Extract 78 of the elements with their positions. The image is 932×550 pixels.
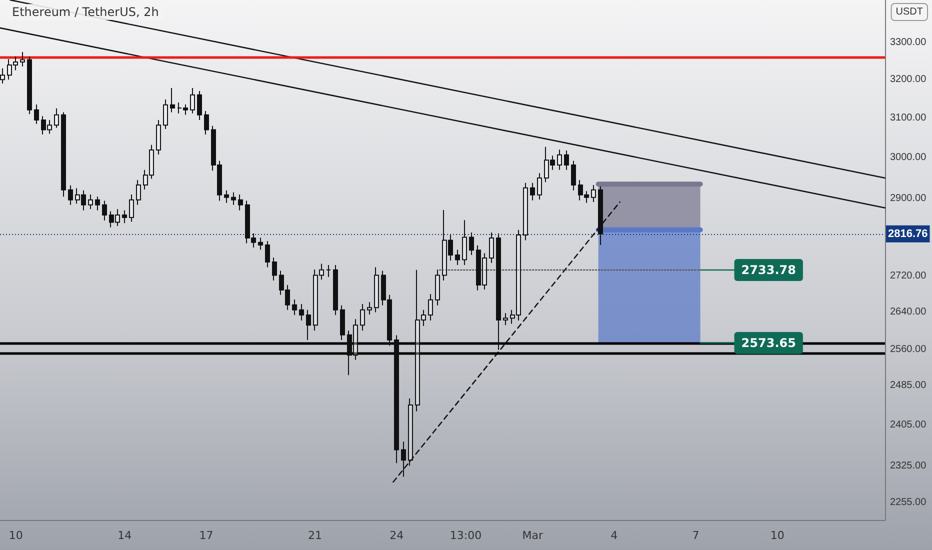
data-label: 2733.78 (741, 263, 796, 277)
ref-line-label: 2816.76 (888, 228, 928, 240)
candlestick (415, 269, 420, 412)
candlestick (523, 182, 528, 241)
candlestick (13, 56, 18, 71)
y-tick-label: 2900.00 (890, 193, 927, 204)
data-label: 2573.65 (741, 336, 796, 350)
x-tick-label: Mar (522, 529, 544, 542)
x-tick-label: 10 (8, 529, 23, 542)
x-tick-label: 14 (118, 529, 132, 542)
candlestick (319, 263, 324, 280)
candlestick (190, 88, 195, 114)
candlestick (156, 119, 161, 155)
candlestick (129, 194, 134, 222)
candlestick (326, 264, 331, 278)
candlestick (136, 180, 141, 206)
candlestick (544, 146, 549, 183)
candlestick (340, 304, 345, 340)
candlestick (143, 169, 148, 190)
candlestick (442, 209, 447, 282)
x-tick-label: 24 (390, 529, 404, 542)
y-tick-label: 3200.00 (890, 74, 927, 86)
y-tick-label: 3100.00 (890, 112, 927, 124)
candlestick (238, 194, 243, 211)
candlestick (54, 108, 59, 128)
candlestick (75, 188, 80, 204)
y-tick-label: 2485.00 (890, 380, 927, 391)
candlestick (61, 112, 66, 198)
candlestick (347, 330, 352, 376)
y-tick-label: 2405.00 (890, 419, 927, 430)
candlestick (20, 52, 25, 68)
candlestick (47, 119, 52, 134)
candlestick (537, 172, 542, 200)
candlestick (360, 303, 365, 332)
candlestick (510, 309, 515, 324)
x-tick-label: 7 (692, 529, 700, 542)
x-tick-label: 21 (308, 529, 322, 542)
candlestick (0, 68, 5, 84)
y-tick-label: 2720.00 (890, 270, 927, 282)
y-tick-label: 3000.00 (890, 152, 927, 164)
candlestick (7, 58, 12, 80)
candlestick (367, 302, 372, 315)
candlestick (516, 229, 521, 321)
candlestick (149, 144, 154, 180)
candlestick (428, 294, 433, 321)
y-axis-title: USDT (896, 6, 924, 18)
y-tick-label: 2640.00 (890, 306, 927, 318)
candlestick (88, 194, 93, 210)
candlestick (109, 210, 114, 228)
candlestick (408, 398, 413, 466)
candlestick (476, 244, 481, 291)
x-tick-label: 10 (770, 529, 784, 542)
candlestick (272, 257, 277, 282)
candlestick (435, 268, 440, 306)
y-tick-label: 3300.00 (890, 36, 927, 48)
candlestick (462, 220, 467, 266)
y-tick-label: 2325.00 (890, 460, 927, 472)
candlestick (313, 268, 318, 332)
candlestick (170, 88, 175, 113)
candlestick (503, 312, 508, 326)
x-tick-label: 13:00 (450, 529, 482, 542)
candlestick (421, 309, 426, 327)
candlestick (374, 266, 379, 313)
candlestick (353, 318, 358, 360)
candlestick (306, 309, 311, 340)
chart-title: Ethereum / TetherUS, 2h (12, 5, 159, 19)
candlestick (115, 208, 120, 227)
candlestick (163, 98, 168, 130)
x-tick-label: 4 (610, 529, 618, 542)
candlestick (204, 110, 209, 136)
y-tick-label: 2560.00 (890, 344, 927, 355)
candlestick (591, 184, 596, 202)
candlestick (557, 149, 562, 170)
candlestick (41, 116, 46, 136)
x-tick-label: 17 (199, 529, 214, 542)
candlestick (489, 232, 494, 264)
candlestick (482, 252, 487, 290)
y-tick-label: 2255.00 (890, 497, 927, 508)
